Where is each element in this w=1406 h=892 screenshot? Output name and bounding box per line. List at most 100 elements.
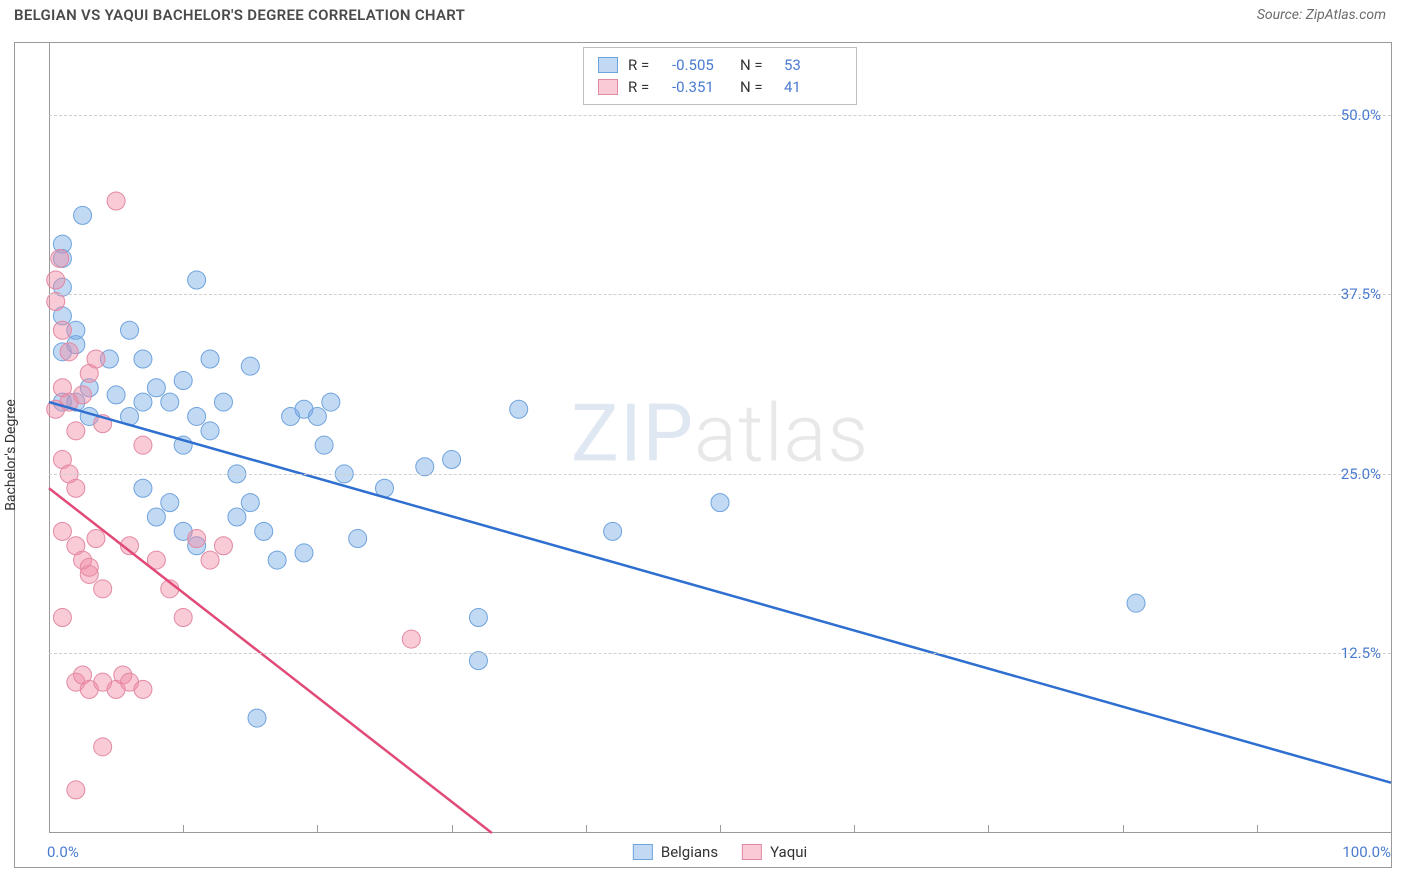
data-point	[174, 372, 192, 390]
data-point	[295, 544, 313, 562]
data-point	[188, 407, 206, 425]
data-point	[161, 393, 179, 411]
legend-r-value: -0.351	[672, 76, 730, 98]
legend-r-label: R =	[628, 54, 662, 76]
data-point	[107, 386, 125, 404]
data-point	[121, 321, 139, 339]
data-point	[214, 393, 232, 411]
data-point	[94, 580, 112, 598]
data-point	[188, 271, 206, 289]
y-tick-label: 50.0%	[1341, 106, 1381, 124]
data-point	[67, 781, 85, 799]
plot-svg	[49, 43, 1391, 833]
legend-swatch	[742, 844, 762, 860]
data-point	[53, 522, 71, 540]
legend-r-label: R =	[628, 76, 662, 98]
x-axis-max-label: 100.0%	[1342, 843, 1391, 861]
x-tick	[988, 825, 989, 833]
x-tick	[586, 825, 587, 833]
series-legend: Belgians Yaqui	[633, 843, 807, 861]
x-tick	[317, 825, 318, 833]
gridline	[49, 294, 1391, 295]
legend-swatch	[598, 79, 618, 95]
x-tick	[183, 825, 184, 833]
legend-row: R = -0.351 N = 41	[598, 76, 842, 98]
x-tick	[452, 825, 453, 833]
data-point	[147, 379, 165, 397]
legend-n-value: 53	[784, 54, 842, 76]
data-point	[711, 494, 729, 512]
legend-item: Belgians	[633, 843, 718, 861]
data-point	[255, 522, 273, 540]
data-point	[349, 530, 367, 548]
legend-swatch	[598, 57, 618, 73]
y-axis-label: Bachelor's Degree	[3, 399, 19, 511]
data-point	[80, 565, 98, 583]
y-tick-label: 25.0%	[1341, 465, 1381, 483]
data-point	[174, 609, 192, 627]
data-point	[268, 551, 286, 569]
data-point	[134, 436, 152, 454]
data-point	[604, 522, 622, 540]
gridline	[49, 474, 1391, 475]
data-point	[74, 206, 92, 224]
gridline	[49, 115, 1391, 116]
data-point	[107, 192, 125, 210]
data-point	[214, 537, 232, 555]
x-tick	[720, 825, 721, 833]
data-point	[60, 343, 78, 361]
data-point	[134, 393, 152, 411]
data-point	[134, 350, 152, 368]
x-tick	[854, 825, 855, 833]
data-point	[510, 400, 528, 418]
plot-area: ZIPatlas R = -0.505 N = 53 R = -0.351 N …	[49, 43, 1391, 833]
correlation-legend: R = -0.505 N = 53 R = -0.351 N = 41	[583, 47, 857, 105]
data-point	[147, 508, 165, 526]
data-point	[47, 271, 65, 289]
data-point	[188, 530, 206, 548]
legend-row: R = -0.505 N = 53	[598, 54, 842, 76]
data-point	[322, 393, 340, 411]
regression-line	[49, 402, 1391, 783]
source-attribution: Source: ZipAtlas.com	[1257, 7, 1386, 23]
legend-swatch	[633, 844, 653, 860]
data-point	[201, 551, 219, 569]
data-point	[443, 451, 461, 469]
legend-n-value: 41	[784, 76, 842, 98]
data-point	[87, 350, 105, 368]
x-axis-min-label: 0.0%	[47, 843, 79, 861]
data-point	[134, 680, 152, 698]
data-point	[161, 494, 179, 512]
data-point	[51, 249, 69, 267]
data-point	[241, 494, 259, 512]
legend-series-label: Belgians	[661, 843, 718, 861]
legend-n-label: N =	[740, 76, 774, 98]
legend-n-label: N =	[740, 54, 774, 76]
data-point	[248, 709, 266, 727]
x-tick	[1257, 825, 1258, 833]
y-tick-label: 37.5%	[1341, 285, 1381, 303]
data-point	[201, 422, 219, 440]
data-point	[134, 479, 152, 497]
data-point	[87, 530, 105, 548]
data-point	[1127, 594, 1145, 612]
data-point	[67, 479, 85, 497]
data-point	[53, 609, 71, 627]
data-point	[201, 350, 219, 368]
data-point	[402, 630, 420, 648]
data-point	[53, 321, 71, 339]
data-point	[74, 386, 92, 404]
regression-line	[49, 488, 492, 833]
legend-series-label: Yaqui	[770, 843, 807, 861]
legend-r-value: -0.505	[672, 54, 730, 76]
data-point	[469, 609, 487, 627]
gridline	[49, 653, 1391, 654]
data-point	[67, 422, 85, 440]
chart-title: BELGIAN VS YAQUI BACHELOR'S DEGREE CORRE…	[14, 6, 465, 24]
data-point	[241, 357, 259, 375]
chart-container: Bachelor's Degree ZIPatlas R = -0.505 N …	[14, 42, 1392, 868]
data-point	[228, 508, 246, 526]
legend-item: Yaqui	[742, 843, 807, 861]
y-tick-label: 12.5%	[1341, 644, 1381, 662]
data-point	[315, 436, 333, 454]
